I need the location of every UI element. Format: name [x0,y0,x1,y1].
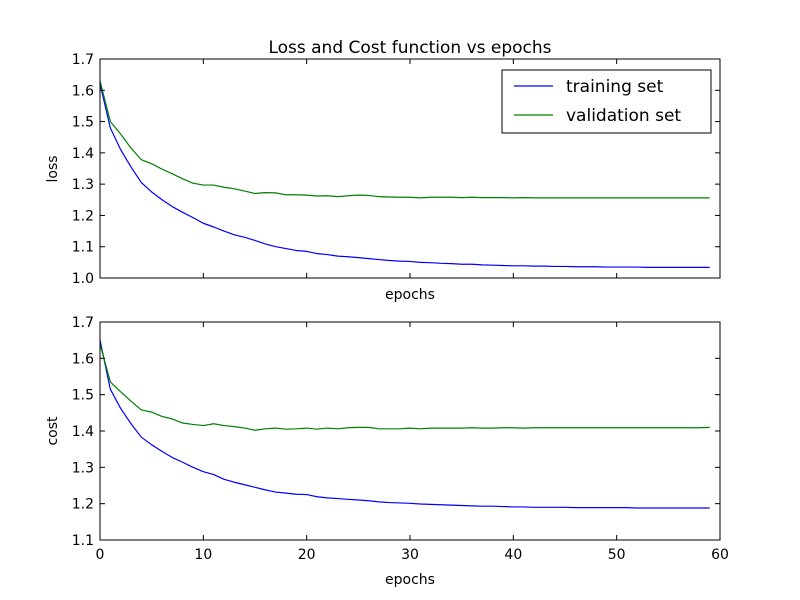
cost-ticks-group: 1.1 1.2 1.3 1.4 1.5 1.6 1.7 0 10 20 30 40 50 60 [72,315,729,563]
loss-chart: Loss and Cost function vs epochs 1.01.11… [45,38,721,303]
loss-series-training-line [99,83,710,268]
legend-label-training: training set [566,77,664,97]
loss-y-tick-label: 1.6 [72,83,94,99]
cost-x-tick-label: 20 [298,547,316,563]
cost-x-tick-label: 50 [608,547,626,563]
legend-box [501,69,712,134]
loss-series-validation-line [99,80,710,199]
cost-y-tick-label: 1.4 [72,424,94,440]
legend: training set validation set [501,69,712,134]
cost-series-validation-line [99,343,710,431]
loss-y-tick-label: 1.5 [72,115,94,131]
loss-series-group [99,80,710,268]
cost-x-tick-label: 60 [711,547,729,563]
loss-x-axis-label: epochs [385,287,435,303]
cost-plot-frame [99,321,721,541]
cost-y-tick-label: 1.5 [72,388,94,404]
loss-y-axis-label: loss [45,155,61,182]
loss-y-tick-label: 1.2 [72,208,94,224]
cost-y-tick-label: 1.7 [72,315,94,331]
loss-y-tick-label: 1.1 [72,240,94,256]
cost-y-tick-label: 1.3 [72,460,94,476]
cost-series-training-line [99,340,710,509]
loss-ticks-group: 1.0 1.1 1.2 1.3 1.4 1.5 1.6 1.7 [72,52,721,287]
loss-y-tick-label: 1.7 [72,52,94,68]
cost-x-axis-label: epochs [385,572,435,588]
cost-x-tick-label: 10 [194,547,212,563]
chart-title: Loss and Cost function vs epochs [268,38,551,58]
legend-label-validation: validation set [566,106,681,126]
loss-y-tick-label: 1.3 [72,177,94,193]
cost-y-tick-label: 1.2 [72,497,94,513]
cost-series-group [99,340,710,509]
loss-y-tick-label: 1.4 [72,146,94,162]
cost-x-tick-label: 30 [401,547,419,563]
cost-y-tick-label: 1.6 [72,351,94,367]
cost-x-tick-label: 40 [504,547,522,563]
cost-y-axis-label: cost [45,416,61,446]
cost-x-tick-label: 0 [96,547,105,563]
cost-y-tick-label: 1.1 [72,533,94,549]
cost-chart: 1.1 1.2 1.3 1.4 1.5 1.6 1.7 0 10 20 30 40 50 60 epoch… [45,315,729,588]
loss-plot-frame [99,58,721,279]
loss-y-tick-label: 1.0 [72,271,94,287]
